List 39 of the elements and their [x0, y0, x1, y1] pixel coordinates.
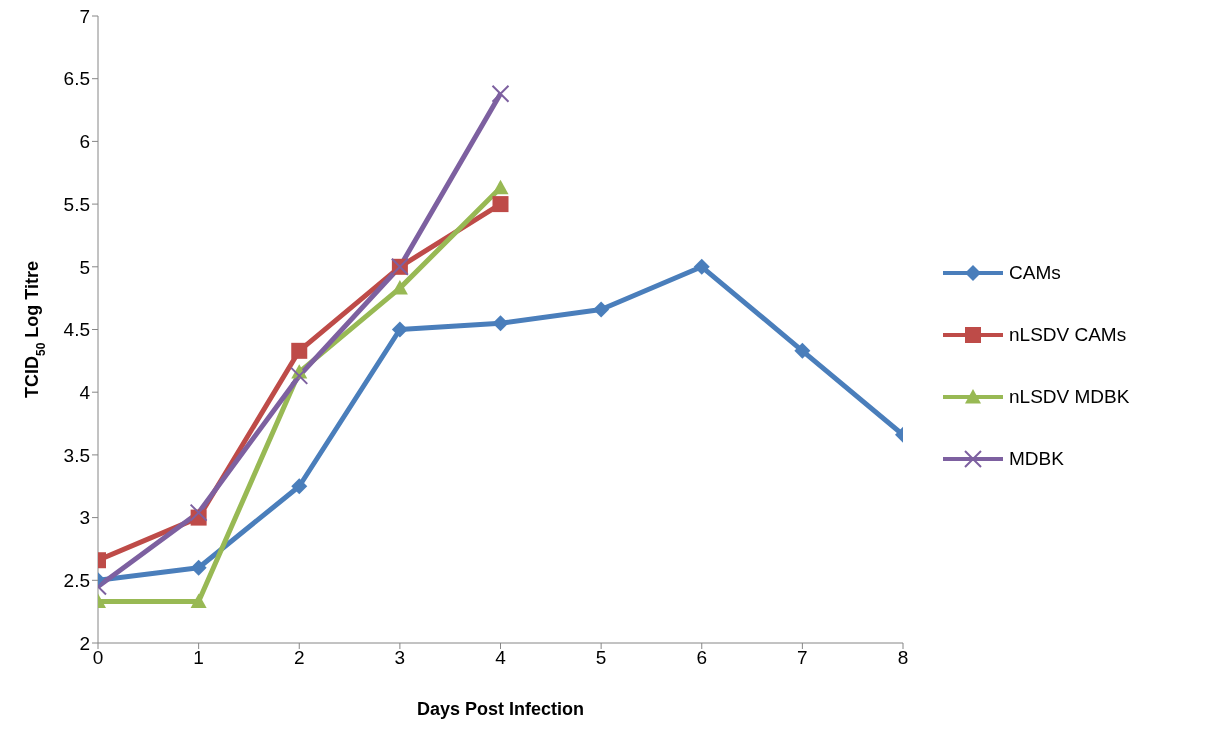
point	[291, 478, 308, 495]
x-tick-label: 0	[92, 647, 104, 669]
x-tick-label: 4	[495, 647, 507, 669]
y-tick-label: 3	[79, 507, 90, 529]
point	[189, 503, 208, 522]
x-tick-label: 2	[293, 647, 305, 669]
point	[190, 559, 207, 576]
x-tick-label: 5	[595, 647, 607, 669]
point	[593, 301, 610, 318]
x-axis-title: Days Post Infection	[416, 699, 585, 719]
x-tick-label: 1	[193, 647, 204, 669]
legend-label: CAMs	[1009, 261, 1061, 284]
y-tick-label: 2.5	[63, 570, 90, 592]
x-tick-label: 6	[696, 647, 708, 669]
y-tick-label: 6.5	[63, 68, 90, 90]
point	[693, 258, 710, 275]
y-tick-label: 7	[79, 5, 90, 27]
x-tick-label: 3	[394, 647, 406, 669]
point	[190, 593, 207, 609]
x-tick-label: 7	[797, 647, 808, 669]
point	[391, 321, 408, 338]
y-tick-label: 6	[79, 131, 90, 153]
point	[491, 84, 510, 103]
y-tick-label: 3.5	[63, 444, 90, 466]
y-tick-label: 5.5	[63, 193, 90, 215]
point	[794, 342, 811, 359]
legend-label: nLSDV CAMs	[1009, 323, 1127, 346]
point	[291, 342, 308, 359]
point	[290, 366, 309, 385]
legend-label: nLSDV MDBK	[1009, 385, 1130, 408]
point	[492, 179, 509, 195]
point	[492, 315, 509, 332]
y-tick-label: 4.5	[63, 319, 90, 341]
y-tick-label: 5	[79, 256, 90, 278]
y-tick-label: 4	[79, 381, 91, 403]
point	[492, 196, 509, 213]
y-tick-label: 2	[79, 632, 90, 654]
legend-label: MDBK	[1009, 447, 1064, 470]
x-tick-label: 8	[897, 647, 909, 669]
